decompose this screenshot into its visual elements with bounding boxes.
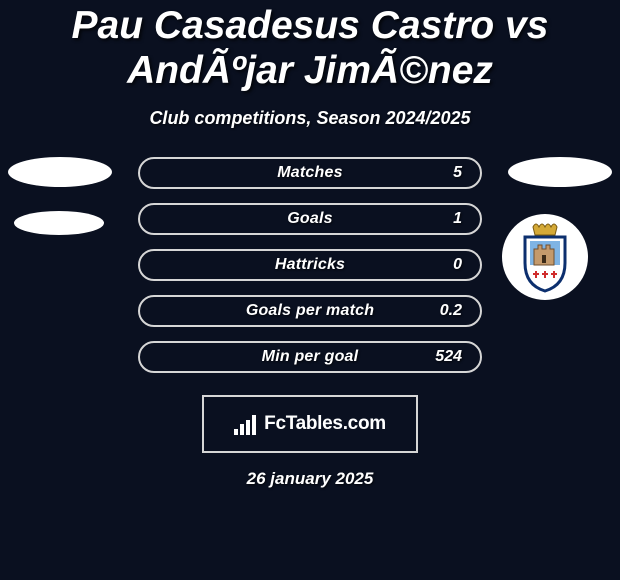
brand-box: FcTables.com <box>202 395 418 453</box>
footer-date: 26 january 2025 <box>0 469 620 489</box>
stat-label: Hattricks <box>275 256 345 274</box>
stat-value: 5 <box>453 164 462 182</box>
player1-mark-1 <box>8 157 112 187</box>
stat-label: Goals <box>287 210 332 228</box>
stat-row-goals: Goals 1 <box>138 203 482 235</box>
crest-svg <box>515 221 575 293</box>
player1-mark-2 <box>14 211 104 235</box>
stat-label: Goals per match <box>246 302 374 320</box>
club-crest-icon <box>502 214 588 300</box>
stat-value: 0 <box>453 256 462 274</box>
player2-mark-1 <box>508 157 612 187</box>
stat-label: Min per goal <box>262 348 359 366</box>
stat-row-goals-per-match: Goals per match 0.2 <box>138 295 482 327</box>
stat-value: 0.2 <box>440 302 462 320</box>
content-area: Matches 5 Goals 1 Hattricks 0 Goals per … <box>0 157 620 489</box>
page-title: Pau Casadesus Castro vs AndÃºjar JimÃ©ne… <box>0 0 620 94</box>
stats-bars: Matches 5 Goals 1 Hattricks 0 Goals per … <box>138 157 482 373</box>
stat-label: Matches <box>277 164 342 182</box>
stat-row-hattricks: Hattricks 0 <box>138 249 482 281</box>
stat-value: 524 <box>435 348 462 366</box>
brand-text: FcTables.com <box>264 413 386 435</box>
stat-value: 1 <box>453 210 462 228</box>
stat-row-min-per-goal: Min per goal 524 <box>138 341 482 373</box>
brand-chart-icon <box>234 413 256 435</box>
stat-row-matches: Matches 5 <box>138 157 482 189</box>
page-subtitle: Club competitions, Season 2024/2025 <box>0 108 620 129</box>
